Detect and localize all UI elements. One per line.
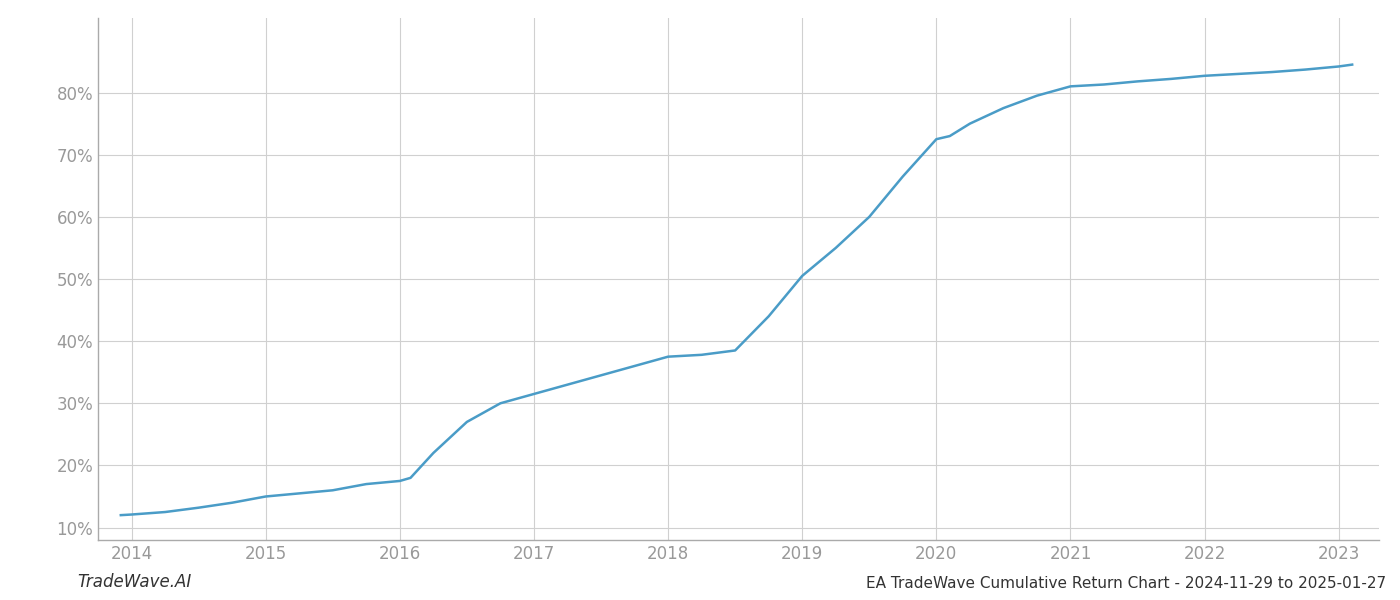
Text: TradeWave.AI: TradeWave.AI — [77, 573, 192, 591]
Text: EA TradeWave Cumulative Return Chart - 2024-11-29 to 2025-01-27: EA TradeWave Cumulative Return Chart - 2… — [865, 576, 1386, 591]
